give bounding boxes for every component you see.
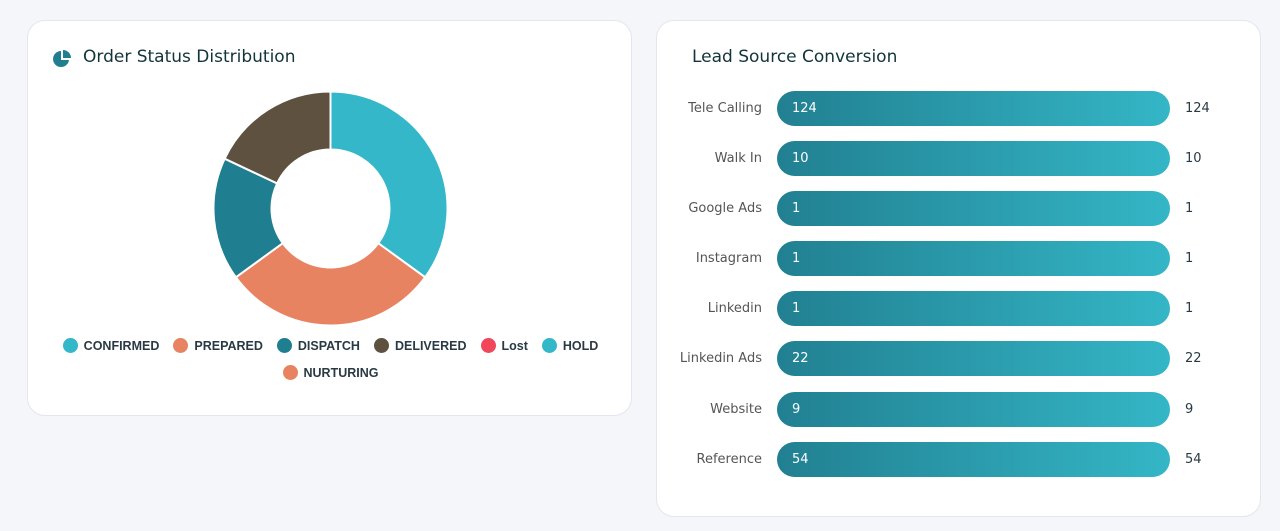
- legend-label: DELIVERED: [394, 338, 467, 353]
- bar-value-label: 9: [792, 402, 801, 417]
- donut-slice-prepared[interactable]: [234, 241, 427, 326]
- bar-value-label: 1: [792, 251, 801, 266]
- lead-source-card: Lead Source Conversion Tele Calling 124 12…: [656, 20, 1261, 517]
- legend-swatch: [373, 338, 389, 353]
- bar-total-label: 124: [1185, 101, 1210, 116]
- bar-category-label: Tele Calling: [688, 100, 762, 116]
- bar-value-label: 10: [792, 151, 809, 166]
- bar-value-label: 1: [792, 301, 801, 316]
- legend-label: HOLD: [562, 338, 599, 353]
- pie-chart-icon: [53, 50, 71, 67]
- bar-category-label: Linkedin: [707, 300, 762, 316]
- bar-value-label: 54: [792, 452, 809, 467]
- bar-total-label: 10: [1185, 151, 1202, 166]
- order-status-title: Order Status Distribution: [83, 47, 296, 67]
- bar-category-label: Reference: [696, 451, 762, 467]
- lead-source-title: Lead Source Conversion: [692, 47, 898, 67]
- donut-slice-confirmed[interactable]: [329, 91, 448, 279]
- bar-total-label: 1: [1185, 201, 1194, 216]
- bar-category-label: Website: [710, 401, 762, 417]
- donut-slice-delivered[interactable]: [223, 91, 332, 185]
- bar-walk-in[interactable]: 10: [777, 141, 1170, 176]
- bar-value-label: 1: [792, 201, 801, 216]
- donut-chart[interactable]: [213, 91, 448, 326]
- bar-instagram[interactable]: 1: [777, 241, 1170, 276]
- bar-reference[interactable]: 54: [777, 442, 1170, 477]
- legend-item-hold[interactable]: HOLD: [541, 338, 599, 353]
- bar-linkedin-ads[interactable]: 22: [777, 341, 1170, 376]
- legend-item-dispatch[interactable]: DISPATCH: [276, 338, 360, 353]
- legend-item-nurturing[interactable]: NURTURING: [282, 365, 379, 380]
- legend-swatch: [480, 338, 496, 353]
- legend-swatch: [62, 338, 78, 353]
- legend-swatch: [276, 338, 292, 353]
- bar-total-label: 1: [1185, 301, 1194, 316]
- legend-item-prepared[interactable]: PREPARED: [173, 338, 263, 353]
- legend-swatch: [541, 338, 557, 353]
- bar-google-ads[interactable]: 1: [777, 191, 1170, 226]
- donut-legend-row-2: NURTURING: [28, 365, 633, 380]
- legend-swatch: [282, 365, 298, 380]
- bar-value-label: 22: [792, 351, 809, 366]
- legend-label: CONFIRMED: [83, 338, 160, 353]
- legend-label: NURTURING: [303, 365, 379, 380]
- bar-category-label: Instagram: [695, 250, 762, 266]
- legend-item-lost[interactable]: Lost: [480, 338, 528, 353]
- bar-category-label: Google Ads: [688, 200, 762, 216]
- bar-total-label: 54: [1185, 452, 1202, 467]
- legend-label: DISPATCH: [297, 338, 360, 353]
- order-status-card: Order Status Distribution CONFIRMED PREPA…: [27, 20, 632, 416]
- bar-total-label: 22: [1185, 351, 1202, 366]
- bar-category-label: Walk In: [714, 150, 762, 166]
- legend-label: Lost: [501, 338, 528, 353]
- legend-item-confirmed[interactable]: CONFIRMED: [62, 338, 160, 353]
- bar-website[interactable]: 9: [777, 392, 1170, 427]
- legend-label: PREPARED: [194, 338, 263, 353]
- bar-category-label: Linkedin Ads: [679, 350, 762, 366]
- legend-swatch: [173, 338, 189, 353]
- donut-legend: CONFIRMED PREPARED DISPATCH DELIVERED Lost HO…: [28, 338, 633, 353]
- bar-value-label: 124: [792, 101, 817, 116]
- bar-total-label: 9: [1185, 402, 1194, 417]
- bar-tele-calling[interactable]: 124: [777, 91, 1170, 126]
- bar-chart: Tele Calling 124 124 Walk In 10 10 Google Ads 1…: [657, 21, 1262, 518]
- bar-linkedin[interactable]: 1: [777, 291, 1170, 326]
- legend-item-delivered[interactable]: DELIVERED: [373, 338, 467, 353]
- bar-total-label: 1: [1185, 251, 1194, 266]
